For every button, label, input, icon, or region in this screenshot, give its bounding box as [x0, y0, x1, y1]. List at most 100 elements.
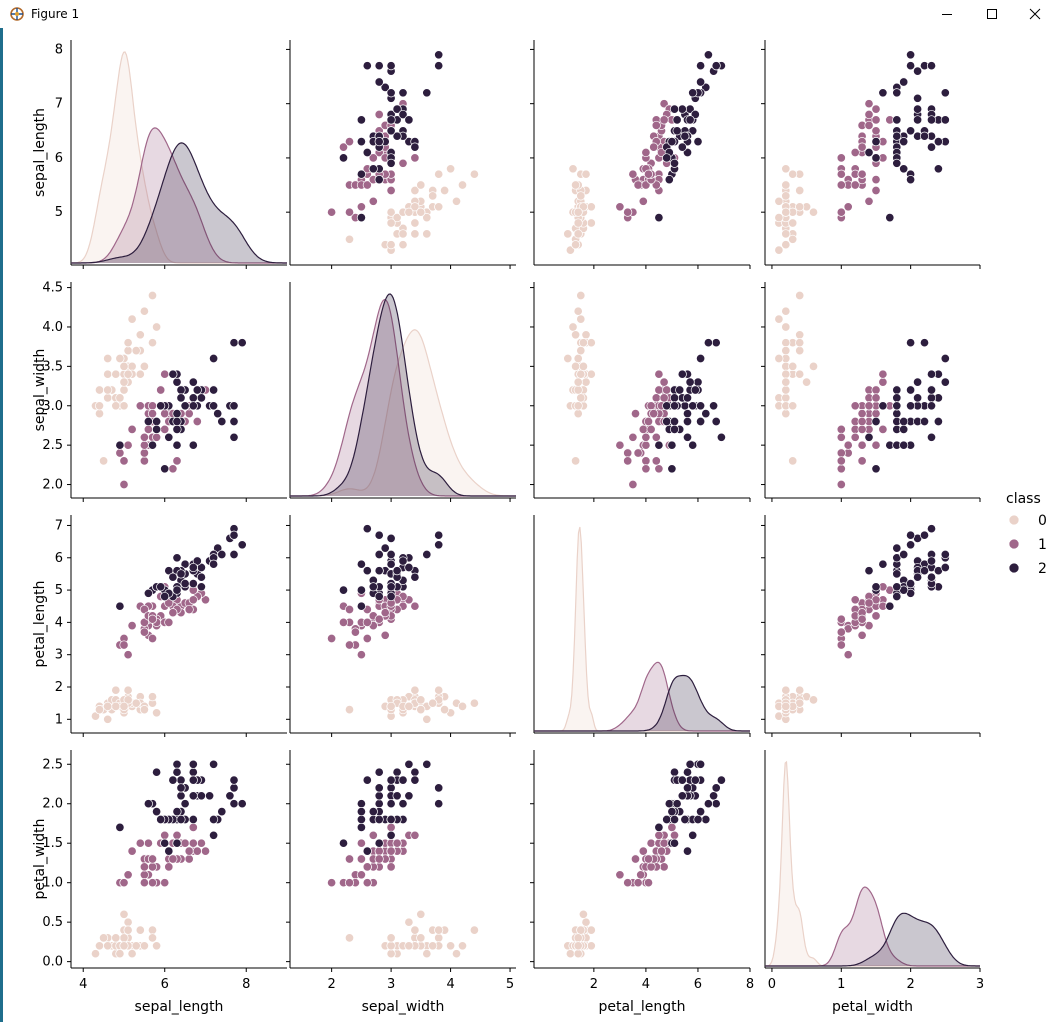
scatter-point-class-1	[836, 614, 846, 624]
scatter-point-class-1	[646, 838, 656, 848]
scatter-point-class-1	[139, 432, 149, 442]
scatter-point-class-2	[380, 82, 390, 92]
scatter-point-class-2	[338, 585, 349, 595]
scatter-point-class-2	[172, 416, 182, 427]
scatter-point-class-1	[338, 617, 349, 627]
scatter-point-class-0	[788, 361, 798, 371]
scatter-point-class-1	[641, 147, 651, 158]
panel-sepal_width-vs-sepal_length	[67, 282, 287, 502]
scatter-point-class-0	[398, 240, 408, 250]
scatter-point-class-2	[422, 759, 432, 769]
scatter-point-class-2	[386, 549, 396, 560]
kde-fill-class-2	[290, 294, 516, 496]
scatter-point-class-2	[362, 775, 372, 785]
scatter-point-class-2	[669, 401, 680, 411]
scatter-point-class-2	[899, 77, 909, 87]
scatter-point-class-1	[362, 633, 372, 644]
scatter-point-class-2	[906, 385, 916, 395]
maximize-button[interactable]	[969, 0, 1015, 28]
scatter-point-class-2	[892, 88, 902, 98]
scatter-point-class-0	[422, 714, 432, 724]
scatter-point-class-0	[103, 369, 113, 379]
scatter-point-class-2	[362, 61, 372, 71]
scatter-point-class-0	[573, 306, 583, 316]
scatter-point-class-2	[368, 582, 378, 592]
scatter-point-class-2	[703, 50, 713, 60]
scatter-point-class-0	[457, 180, 468, 190]
scatter-point-class-0	[434, 202, 444, 212]
scatter-point-class-0	[451, 949, 462, 959]
scatter-point-class-2	[143, 588, 153, 598]
scatter-point-class-1	[410, 153, 420, 163]
x-tick-label: 0	[768, 977, 776, 992]
scatter-point-class-2	[669, 416, 680, 427]
scatter-point-class-2	[899, 424, 909, 434]
scatter-point-class-0	[404, 207, 414, 217]
scatter-point-class-2	[356, 799, 366, 809]
scatter-point-class-1	[147, 862, 158, 872]
scatter-point-class-1	[368, 153, 378, 163]
scatter-point-class-1	[168, 854, 178, 864]
scatter-point-class-2	[892, 409, 902, 419]
scatter-point-class-1	[641, 456, 651, 466]
scatter-point-class-0	[781, 180, 791, 190]
scatter-point-class-1	[857, 409, 867, 419]
scatter-point-class-1	[836, 432, 846, 442]
scatter-point-class-2	[172, 409, 182, 419]
scatter-point-class-0	[788, 169, 798, 179]
scatter-point-class-1	[630, 409, 641, 419]
scatter-point-class-2	[225, 791, 235, 801]
scatter-point-class-0	[111, 401, 121, 411]
scatter-point-class-0	[586, 369, 596, 379]
scatter-point-class-2	[664, 175, 674, 185]
scatter-point-class-2	[878, 88, 888, 98]
scatter-point-class-1	[656, 846, 667, 856]
scatter-point-class-2	[386, 775, 396, 785]
scatter-point-class-2	[386, 61, 396, 71]
scatter-point-class-2	[172, 767, 182, 777]
scatter-point-class-0	[576, 346, 586, 356]
minimize-button[interactable]	[924, 0, 970, 28]
scatter-point-class-2	[696, 61, 706, 71]
x-tick-label: 8	[746, 977, 754, 992]
scatter-point-class-0	[457, 701, 468, 711]
scatter-point-class-2	[356, 559, 366, 569]
scatter-point-class-2	[229, 783, 239, 793]
scatter-point-class-2	[677, 104, 687, 114]
scatter-point-class-2	[188, 791, 198, 801]
scatter-point-class-0	[127, 314, 137, 324]
scatter-point-class-0	[781, 322, 791, 332]
scatter-point-class-0	[578, 361, 588, 371]
scatter-point-class-1	[643, 878, 654, 888]
scatter-point-class-2	[871, 582, 881, 592]
scatter-point-class-1	[857, 416, 867, 427]
scatter-point-class-0	[410, 925, 420, 935]
scatter-point-class-0	[344, 705, 355, 715]
scatter-point-class-0	[119, 701, 129, 711]
pairplot-figure: 5 6 7 8 sepal_length 2.0 2.5 3.0 3.5 4.0 4.5 sepal_…	[32, 40, 1047, 1015]
scatter-point-class-0	[139, 306, 149, 316]
scatter-point-class-1	[356, 202, 366, 212]
scatter-point-class-2	[662, 153, 672, 163]
scatter-point-class-2	[156, 582, 166, 592]
y-tick-label: 2.0	[42, 478, 63, 493]
scatter-point-class-2	[176, 385, 186, 395]
app-icon	[10, 7, 24, 21]
scatter-point-class-2	[677, 142, 687, 152]
scatter-point-class-2	[398, 556, 408, 566]
scatter-point-class-2	[672, 115, 682, 125]
scatter-point-class-1	[871, 115, 881, 125]
scatter-point-class-2	[899, 137, 909, 147]
scatter-point-class-1	[184, 604, 194, 615]
scatter-point-class-2	[913, 93, 923, 103]
scatter-point-class-0	[581, 917, 591, 927]
scatter-point-class-2	[152, 416, 162, 427]
scatter-point-class-2	[654, 822, 664, 832]
scatter-point-class-2	[209, 353, 219, 364]
scatter-point-class-2	[209, 385, 219, 395]
scatter-point-class-2	[362, 524, 372, 534]
close-button[interactable]	[1012, 0, 1054, 28]
panel-sepal_length-vs-petal_length	[530, 40, 751, 269]
scatter-point-class-1	[143, 838, 153, 848]
x-tick-label: 4	[642, 977, 650, 992]
